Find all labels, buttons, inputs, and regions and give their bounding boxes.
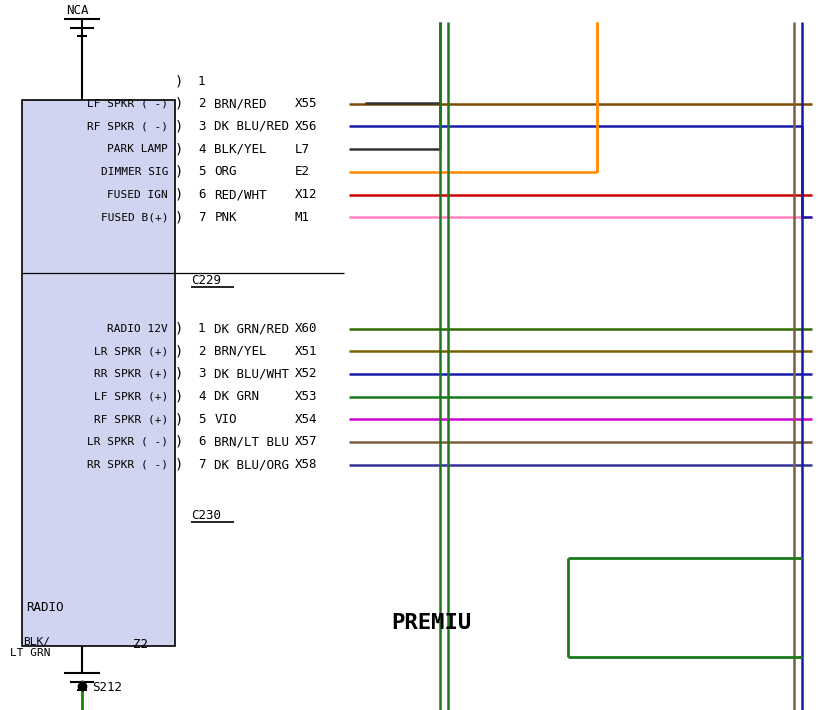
Text: 3: 3: [198, 367, 206, 381]
Text: RED/WHT: RED/WHT: [214, 188, 267, 201]
Text: BRN/YEL: BRN/YEL: [214, 345, 267, 358]
Text: E2: E2: [295, 165, 310, 178]
Text: ): ): [175, 413, 183, 426]
Text: RR SPKR (+): RR SPKR (+): [94, 369, 168, 379]
Text: ): ): [175, 119, 183, 133]
Text: VIO: VIO: [214, 413, 237, 426]
Text: FUSED B(+): FUSED B(+): [101, 212, 168, 222]
Text: BRN/LT BLU: BRN/LT BLU: [214, 435, 290, 449]
Text: X51: X51: [295, 345, 317, 358]
Text: DK BLU/RED: DK BLU/RED: [214, 120, 290, 133]
Text: S212: S212: [92, 681, 122, 694]
Text: NCA: NCA: [67, 4, 89, 16]
Text: 6: 6: [198, 435, 206, 449]
Text: RF SPKR (+): RF SPKR (+): [94, 415, 168, 425]
Text: 7: 7: [198, 211, 206, 224]
Text: X60: X60: [295, 322, 317, 335]
Text: Z2: Z2: [133, 638, 148, 650]
Text: ): ): [175, 322, 183, 336]
Text: X55: X55: [295, 97, 317, 110]
Text: BLK/
LT GRN: BLK/ LT GRN: [10, 637, 51, 658]
Text: RR SPKR ( -): RR SPKR ( -): [87, 459, 168, 470]
Text: 2: 2: [198, 345, 206, 358]
Text: X53: X53: [295, 390, 317, 403]
Text: DK BLU/WHT: DK BLU/WHT: [214, 367, 290, 381]
Text: DK GRN: DK GRN: [214, 390, 259, 403]
Text: PNK: PNK: [214, 211, 237, 224]
Text: ORG: ORG: [214, 165, 237, 178]
Text: LR SPKR ( -): LR SPKR ( -): [87, 437, 168, 447]
Text: ): ): [175, 74, 183, 88]
Text: ): ): [175, 97, 183, 111]
Text: 5: 5: [198, 413, 206, 426]
Text: DK GRN/RED: DK GRN/RED: [214, 322, 290, 335]
Text: ): ): [175, 458, 183, 471]
Text: C230: C230: [192, 509, 222, 523]
Text: X58: X58: [295, 458, 317, 471]
Text: 3: 3: [198, 120, 206, 133]
Text: DIMMER SIG: DIMMER SIG: [101, 167, 168, 177]
Text: PREMIU: PREMIU: [392, 613, 471, 633]
Text: ): ): [175, 435, 183, 449]
Text: RADIO: RADIO: [26, 601, 63, 614]
Text: LF SPKR ( -): LF SPKR ( -): [87, 99, 168, 109]
Text: 6: 6: [198, 188, 206, 201]
Text: 1: 1: [198, 322, 206, 335]
Text: ): ): [175, 390, 183, 403]
Text: PARK LAMP: PARK LAMP: [107, 144, 168, 154]
Text: 5: 5: [198, 165, 206, 178]
Text: 7: 7: [198, 458, 206, 471]
Text: ): ): [175, 367, 183, 381]
Text: ): ): [175, 187, 183, 202]
Text: BLK/YEL: BLK/YEL: [214, 143, 267, 155]
Text: ): ): [175, 165, 183, 179]
Text: 4: 4: [198, 143, 206, 155]
Text: L7: L7: [295, 143, 310, 155]
Text: X57: X57: [295, 435, 317, 449]
Bar: [22, 100, 175, 646]
Text: C229: C229: [192, 274, 222, 287]
Text: ): ): [175, 142, 183, 156]
Text: X56: X56: [295, 120, 317, 133]
Text: ): ): [175, 210, 183, 224]
Text: X52: X52: [295, 367, 317, 381]
Text: LR SPKR (+): LR SPKR (+): [94, 346, 168, 356]
Text: 2: 2: [198, 97, 206, 110]
Text: 4: 4: [198, 390, 206, 403]
Text: LF SPKR (+): LF SPKR (+): [94, 392, 168, 402]
Text: RF SPKR ( -): RF SPKR ( -): [87, 121, 168, 131]
Text: ): ): [175, 344, 183, 359]
Text: 1: 1: [198, 75, 206, 87]
Text: BRN/RED: BRN/RED: [214, 97, 267, 110]
Text: M1: M1: [295, 211, 310, 224]
Text: DK BLU/ORG: DK BLU/ORG: [214, 458, 290, 471]
Text: X12: X12: [295, 188, 317, 201]
Text: FUSED IGN: FUSED IGN: [107, 190, 168, 200]
Text: RADIO 12V: RADIO 12V: [107, 324, 168, 334]
Text: X54: X54: [295, 413, 317, 426]
